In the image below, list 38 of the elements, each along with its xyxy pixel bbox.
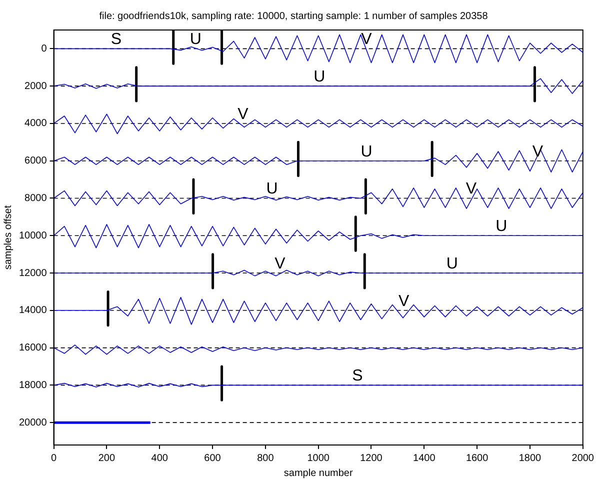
x-tick-label: 1600 (466, 452, 489, 464)
y-tick-label: 20000 (18, 417, 48, 428)
annotation: V (466, 180, 477, 198)
x-tick-label: 600 (204, 452, 222, 464)
annotation: V (238, 106, 249, 123)
x-axis-title: sample number (284, 468, 354, 479)
annotation: S (352, 368, 363, 385)
x-tick-label: 0 (51, 452, 58, 464)
annotation: S (110, 31, 122, 48)
annotation: U (496, 218, 508, 236)
x-tick-label: 800 (257, 452, 274, 464)
x-tick-label: 1800 (518, 452, 542, 464)
y-tick-label: 6000 (24, 156, 48, 167)
y-tick-label: 12000 (18, 268, 48, 279)
annotation: V (274, 255, 286, 272)
x-tick-label: 1200 (360, 452, 383, 464)
x-tick-label: 2000 (572, 452, 594, 464)
x-tick-label: 400 (151, 452, 168, 464)
y-tick-label: 0 (41, 43, 48, 54)
x-tick-label: 1400 (413, 452, 436, 464)
annotation: U (314, 68, 326, 86)
annotation: U (446, 255, 458, 272)
annotation: V (398, 292, 410, 310)
chart-title: file: goodfriends10k, sampling rate: 10000, starting sample: 1 number of samples 20358 (99, 10, 488, 22)
annotation: U (360, 143, 372, 160)
x-tick-label: 1000 (307, 452, 330, 464)
annotation: V (532, 143, 544, 160)
y-tick-label: 18000 (18, 380, 48, 391)
annotation: U (190, 31, 202, 48)
annotation: U (266, 180, 278, 198)
y-tick-label: 14000 (18, 305, 48, 316)
x-tick-label: 200 (98, 452, 116, 464)
y-tick-label: 10000 (18, 230, 48, 242)
y-tick-label: 4000 (24, 118, 48, 130)
y-tick-label: 2000 (24, 80, 48, 92)
y-axis-title: samples offset (2, 205, 14, 270)
y-tick-label: 8000 (24, 192, 48, 204)
y-tick-label: 16000 (18, 342, 48, 354)
